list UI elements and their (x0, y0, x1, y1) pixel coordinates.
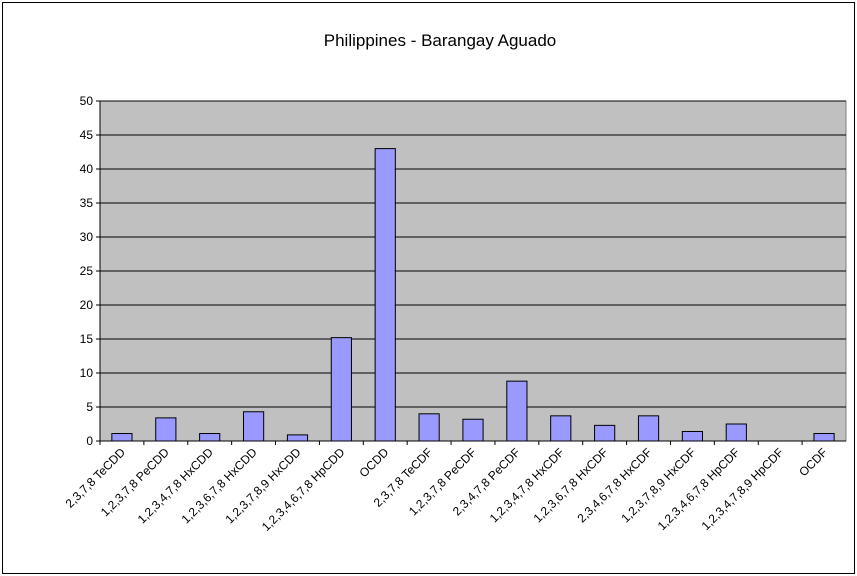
bar (462, 418, 484, 442)
bar (594, 424, 616, 442)
y-tick-label: 5 (86, 400, 93, 414)
bar (813, 433, 835, 442)
y-tick-label: 40 (80, 162, 94, 176)
bar (550, 415, 572, 442)
bar (286, 434, 309, 442)
bar (418, 413, 440, 442)
bar (637, 415, 660, 442)
bar (374, 148, 396, 442)
y-tick-label: 45 (80, 128, 94, 142)
y-tick-label: 15 (80, 332, 94, 346)
y-tick-label: 25 (80, 264, 94, 278)
y-tick-label: 30 (80, 230, 94, 244)
bar (330, 337, 352, 442)
bar (725, 423, 747, 442)
y-tick-label: 20 (80, 298, 94, 312)
y-tick-label: 0 (86, 434, 93, 448)
y-tick-label: 10 (80, 366, 94, 380)
bar (111, 433, 133, 442)
bar (681, 430, 704, 442)
bar (155, 417, 177, 442)
chart-title: Philippines - Barangay Aguado (324, 31, 557, 50)
y-tick-label: 50 (80, 94, 94, 108)
bar (199, 433, 221, 442)
bar (242, 411, 265, 442)
y-tick-label: 35 (80, 196, 94, 210)
bar (506, 380, 528, 442)
